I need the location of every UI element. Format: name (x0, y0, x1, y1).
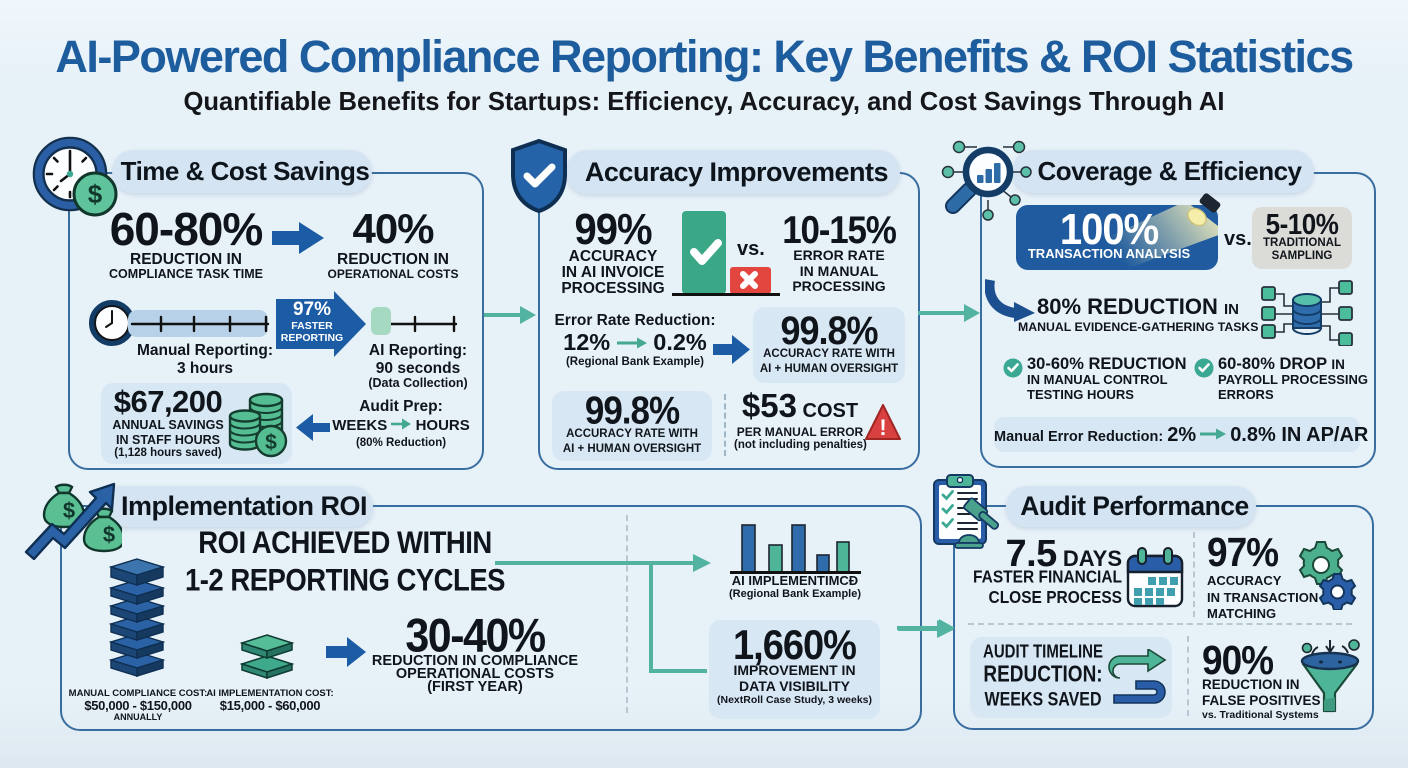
svg-text:!: ! (879, 415, 886, 440)
svg-text:$: $ (265, 431, 277, 454)
svg-text:REPORTING: REPORTING (281, 332, 343, 344)
svg-text:97%: 97% (293, 299, 331, 320)
svg-text:FASTER: FASTER (291, 320, 333, 332)
svg-text:$: $ (63, 498, 75, 523)
svg-text:$: $ (88, 179, 103, 209)
svg-text:$: $ (103, 522, 115, 547)
